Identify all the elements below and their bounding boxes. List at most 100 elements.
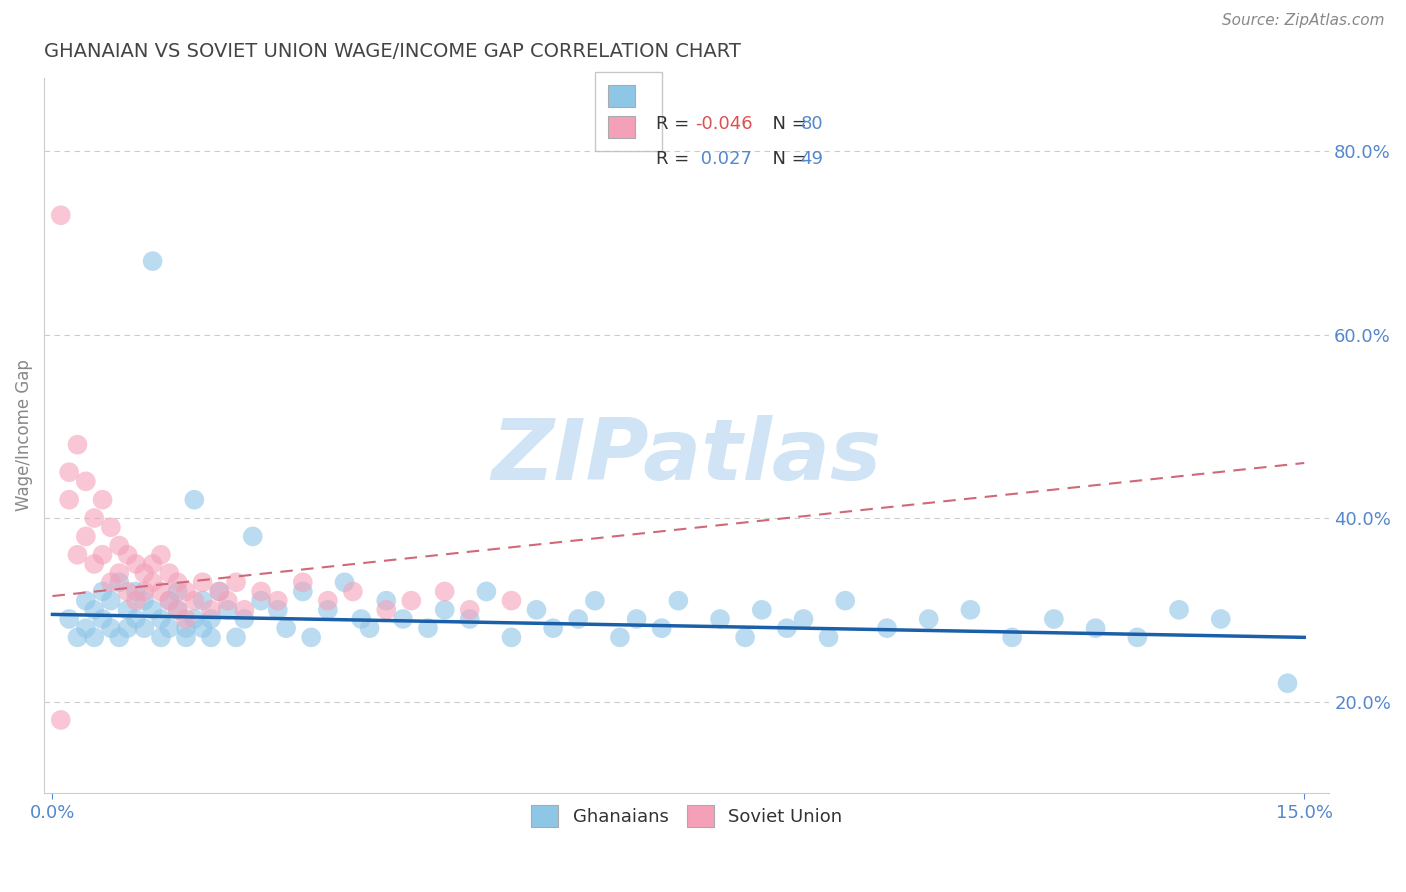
Point [125, 612, 148, 626]
Point [174, 631, 197, 645]
Point [91, 612, 114, 626]
Point [567, 612, 589, 626]
Point [583, 593, 606, 607]
Point [242, 529, 264, 543]
Point [433, 603, 456, 617]
Text: 80: 80 [800, 115, 823, 133]
Point [191, 621, 214, 635]
Point [267, 603, 290, 617]
Point [108, 575, 131, 590]
Point [49, 713, 72, 727]
Point [1126, 631, 1149, 645]
Point [117, 603, 139, 617]
Point [751, 603, 773, 617]
Text: GHANAIAN VS SOVIET UNION WAGE/INCOME GAP CORRELATION CHART: GHANAIAN VS SOVIET UNION WAGE/INCOME GAP… [44, 42, 741, 61]
Point [166, 575, 188, 590]
Point [142, 575, 165, 590]
Point [626, 612, 648, 626]
Point [83, 511, 105, 525]
Point [117, 584, 139, 599]
Point [166, 603, 188, 617]
Point [125, 584, 148, 599]
Y-axis label: Wage/Income Gap: Wage/Income Gap [15, 359, 32, 511]
Point [157, 566, 180, 581]
Point [359, 621, 381, 635]
Point [134, 621, 156, 635]
Point [58, 465, 80, 479]
Point [75, 593, 97, 607]
Text: N =: N = [761, 150, 813, 168]
Point [117, 621, 139, 635]
Point [501, 593, 523, 607]
Point [1001, 631, 1024, 645]
Point [91, 548, 114, 562]
Point [458, 603, 481, 617]
Point [526, 603, 548, 617]
Point [274, 621, 297, 635]
Point [200, 603, 222, 617]
Point [91, 584, 114, 599]
Point [666, 593, 689, 607]
Point [134, 566, 156, 581]
Point [91, 492, 114, 507]
Point [433, 584, 456, 599]
Point [58, 492, 80, 507]
Point [166, 603, 188, 617]
Point [75, 621, 97, 635]
Point [291, 575, 314, 590]
Point [75, 475, 97, 489]
Point [291, 584, 314, 599]
Point [392, 612, 415, 626]
Point [200, 612, 222, 626]
Point [183, 492, 205, 507]
Legend: Ghanaians, Soviet Union: Ghanaians, Soviet Union [524, 798, 849, 834]
Point [142, 603, 165, 617]
Point [149, 548, 172, 562]
Point [66, 631, 89, 645]
Point [125, 593, 148, 607]
Point [49, 208, 72, 222]
Point [342, 584, 364, 599]
Point [83, 603, 105, 617]
Point [233, 603, 256, 617]
Text: -0.046: -0.046 [695, 115, 752, 133]
Point [191, 575, 214, 590]
Point [183, 612, 205, 626]
Point [174, 621, 197, 635]
Point [401, 593, 423, 607]
Point [375, 593, 398, 607]
Point [66, 437, 89, 451]
Point [149, 631, 172, 645]
Point [267, 593, 290, 607]
Point [609, 631, 631, 645]
Point [134, 593, 156, 607]
Point [299, 631, 322, 645]
Point [208, 584, 231, 599]
Point [1043, 612, 1066, 626]
Point [191, 593, 214, 607]
Point [200, 631, 222, 645]
Point [876, 621, 898, 635]
Point [58, 612, 80, 626]
Point [174, 584, 197, 599]
Text: Source: ZipAtlas.com: Source: ZipAtlas.com [1222, 13, 1385, 29]
Point [142, 557, 165, 571]
Point [217, 593, 239, 607]
Point [183, 593, 205, 607]
Point [350, 612, 373, 626]
Point [233, 612, 256, 626]
Point [66, 548, 89, 562]
Point [1084, 621, 1107, 635]
Point [651, 621, 673, 635]
Point [149, 612, 172, 626]
Point [817, 631, 839, 645]
Text: ZIPatlas: ZIPatlas [492, 416, 882, 499]
Point [100, 575, 122, 590]
Point [316, 593, 339, 607]
Point [83, 631, 105, 645]
Point [157, 593, 180, 607]
Text: R =: R = [655, 150, 695, 168]
Point [250, 593, 273, 607]
Point [834, 593, 856, 607]
Point [541, 621, 564, 635]
